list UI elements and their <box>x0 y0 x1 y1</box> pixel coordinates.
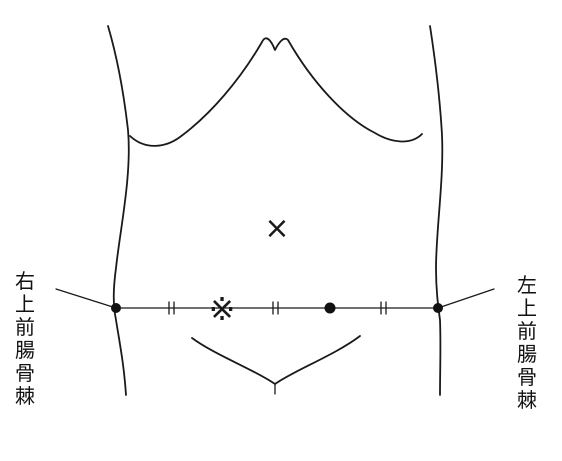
right-asis-point <box>111 303 121 313</box>
left-asis-point <box>433 303 443 313</box>
upper-cross-mark: × <box>264 211 289 246</box>
lower-asterisk-mark: ※ <box>209 290 236 328</box>
division-tick-2 <box>272 301 279 315</box>
midpoint-dot <box>324 302 336 314</box>
left-asis-label: 左上前腸骨棘 <box>517 273 537 412</box>
torso-right-contour <box>429 25 444 396</box>
right-asis-label: 右上前腸骨棘 <box>15 269 35 408</box>
division-tick-3 <box>380 301 387 315</box>
left-asis-leader <box>437 288 495 309</box>
right-asis-leader <box>55 288 117 309</box>
pubic-curve <box>191 335 361 385</box>
division-tick-1 <box>168 301 175 315</box>
torso-left-contour <box>107 25 130 396</box>
costal-arch <box>129 37 423 147</box>
